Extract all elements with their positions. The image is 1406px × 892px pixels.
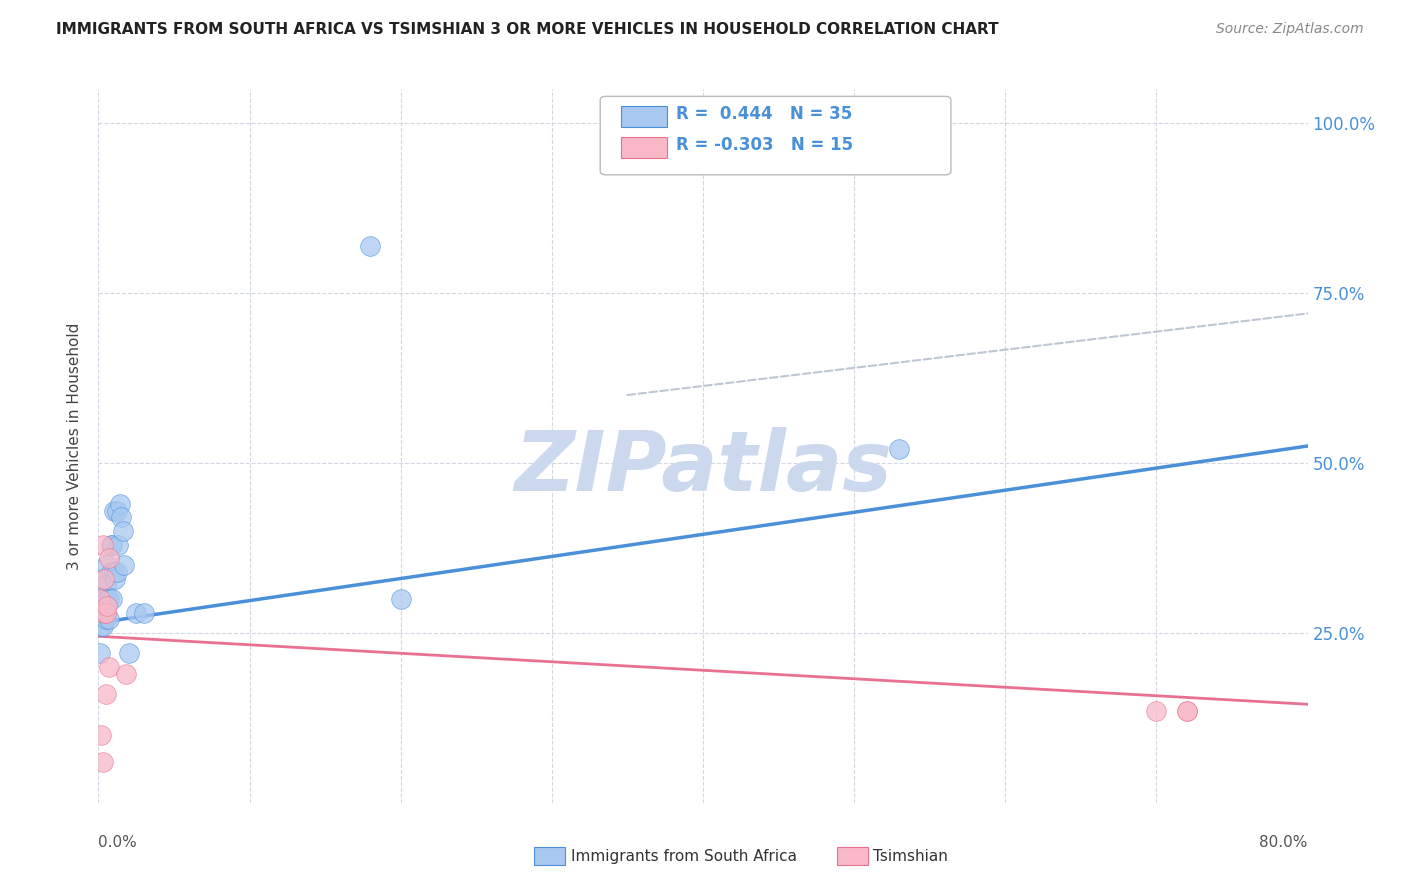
Point bbox=[125, 606, 148, 620]
Point bbox=[98, 612, 121, 626]
Point bbox=[105, 565, 128, 579]
Point bbox=[103, 565, 125, 579]
Point bbox=[389, 591, 412, 606]
Point bbox=[100, 537, 122, 551]
Text: IMMIGRANTS FROM SOUTH AFRICA VS TSIMSHIAN 3 OR MORE VEHICLES IN HOUSEHOLD CORREL: IMMIGRANTS FROM SOUTH AFRICA VS TSIMSHIA… bbox=[56, 22, 998, 37]
Text: 0.0%: 0.0% bbox=[98, 835, 138, 850]
Point bbox=[107, 537, 129, 551]
Text: ZIPatlas: ZIPatlas bbox=[515, 427, 891, 508]
Point bbox=[94, 599, 117, 613]
Point bbox=[101, 537, 124, 551]
Point bbox=[1144, 704, 1167, 718]
Point bbox=[114, 666, 136, 681]
Text: R = -0.303   N = 15: R = -0.303 N = 15 bbox=[676, 136, 853, 153]
Text: 80.0%: 80.0% bbox=[1260, 835, 1308, 850]
Point bbox=[93, 572, 115, 586]
Point bbox=[93, 591, 115, 606]
Point bbox=[89, 591, 111, 606]
Point bbox=[91, 755, 114, 769]
Point bbox=[90, 619, 112, 633]
Point bbox=[91, 537, 114, 551]
Point bbox=[90, 591, 112, 606]
Point bbox=[89, 646, 111, 660]
Point bbox=[111, 524, 134, 538]
Point bbox=[96, 558, 118, 572]
Point bbox=[98, 591, 121, 606]
Point bbox=[94, 606, 117, 620]
Point bbox=[889, 442, 911, 457]
Point bbox=[91, 572, 114, 586]
Point bbox=[1175, 704, 1198, 718]
Point bbox=[360, 238, 382, 252]
Point bbox=[91, 599, 114, 613]
Point bbox=[105, 503, 128, 517]
Point bbox=[91, 619, 114, 633]
FancyBboxPatch shape bbox=[600, 96, 950, 175]
Point bbox=[103, 503, 125, 517]
Point bbox=[90, 728, 112, 742]
Point bbox=[94, 687, 117, 701]
Point bbox=[118, 646, 141, 660]
Point bbox=[108, 497, 131, 511]
Text: R =  0.444   N = 35: R = 0.444 N = 35 bbox=[676, 105, 852, 123]
Point bbox=[132, 606, 155, 620]
Point bbox=[110, 510, 132, 524]
Text: Tsimshian: Tsimshian bbox=[873, 849, 948, 863]
Point bbox=[101, 591, 124, 606]
Point bbox=[104, 572, 127, 586]
Point bbox=[96, 599, 118, 613]
Text: Source: ZipAtlas.com: Source: ZipAtlas.com bbox=[1216, 22, 1364, 37]
Y-axis label: 3 or more Vehicles in Household: 3 or more Vehicles in Household bbox=[67, 322, 83, 570]
Point bbox=[93, 606, 115, 620]
FancyBboxPatch shape bbox=[621, 105, 666, 127]
Point bbox=[98, 551, 121, 566]
Point bbox=[98, 660, 121, 674]
FancyBboxPatch shape bbox=[621, 137, 666, 159]
Point bbox=[94, 612, 117, 626]
Text: Immigrants from South Africa: Immigrants from South Africa bbox=[571, 849, 797, 863]
Point bbox=[112, 558, 135, 572]
Point bbox=[1175, 704, 1198, 718]
Point bbox=[93, 606, 115, 620]
Point bbox=[96, 591, 118, 606]
Point bbox=[94, 578, 117, 592]
Point bbox=[100, 565, 122, 579]
